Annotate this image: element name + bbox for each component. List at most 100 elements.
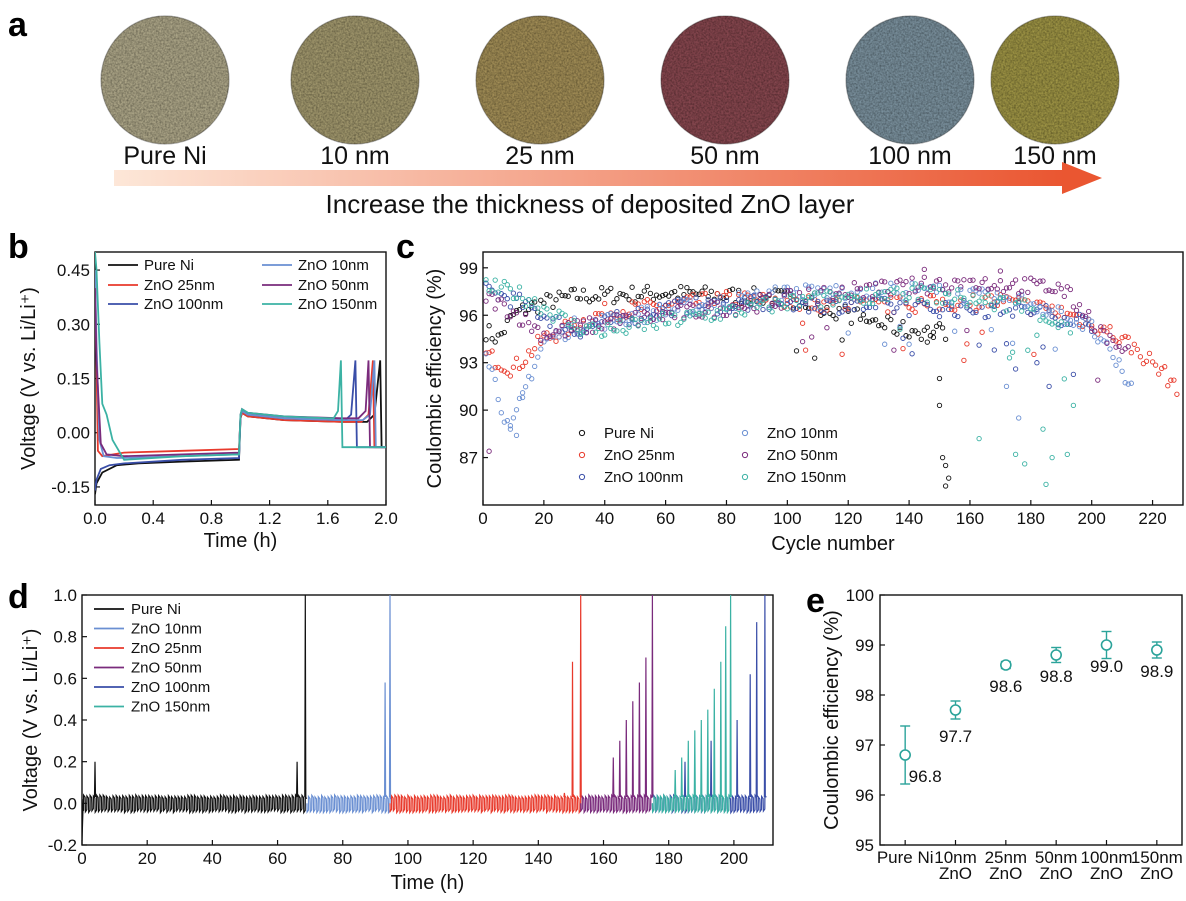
data-point (522, 359, 529, 365)
data-point (821, 309, 827, 316)
data-point (1028, 306, 1034, 312)
data-point (553, 338, 559, 344)
legend-label: ZnO 10nm (131, 621, 202, 638)
data-point (824, 325, 830, 331)
data-point (495, 332, 501, 338)
data-point (1125, 334, 1131, 340)
data-point (964, 300, 970, 307)
data-point (501, 301, 507, 307)
y-tick-label: 96 (459, 306, 478, 325)
data-point (882, 295, 888, 302)
data-point (936, 313, 943, 320)
sample-label: Pure Ni (123, 142, 206, 170)
data-point (784, 297, 790, 304)
data-point (675, 304, 681, 310)
y-tick-label: 100 (846, 586, 874, 605)
data-point (869, 317, 876, 323)
data-point (961, 277, 967, 283)
panel-label-e: e (806, 582, 825, 620)
data-point (729, 303, 736, 309)
data-point (955, 287, 961, 293)
data-point (498, 367, 504, 373)
data-point (529, 305, 535, 311)
data-point (705, 293, 711, 300)
data-point (492, 376, 498, 383)
data-point (739, 300, 745, 307)
data-point (827, 289, 833, 295)
data-point (879, 289, 885, 295)
data-point (675, 322, 681, 328)
data-point (1143, 358, 1150, 364)
data-point (547, 293, 553, 299)
data-point (550, 334, 556, 340)
series-line-zno-150nm (651, 595, 732, 815)
data-point (559, 322, 565, 329)
data-point (772, 287, 778, 293)
data-point (781, 293, 787, 299)
data-point (976, 298, 982, 304)
data-point (1046, 309, 1052, 315)
data-point (839, 351, 845, 357)
data-point (973, 309, 979, 316)
sample-label: 100 nm (868, 142, 951, 170)
data-point (754, 309, 760, 315)
data-point (955, 302, 961, 309)
data-point (860, 300, 867, 306)
data-point (699, 301, 705, 308)
data-point (1025, 298, 1031, 304)
data-point (772, 284, 778, 290)
y-tick-label: 97 (855, 736, 874, 755)
data-point (538, 311, 544, 317)
data-point (571, 286, 577, 292)
data-point (519, 295, 526, 302)
data-point (516, 284, 523, 290)
data-point (684, 284, 690, 291)
data-point (924, 339, 930, 345)
data-point (1116, 339, 1122, 346)
data-point (568, 316, 574, 323)
data-point (535, 314, 541, 320)
data-point (891, 347, 897, 353)
data-point (483, 277, 489, 283)
data-point (562, 333, 568, 339)
data-point (596, 325, 602, 332)
panel-a: Pure Ni 10 nm 25 nm 50 nm 100 nm 150 nm (100, 15, 1120, 170)
data-point (1067, 286, 1074, 293)
data-point (1040, 278, 1046, 284)
data-point (638, 304, 644, 310)
data-point (489, 348, 495, 354)
data-point (778, 288, 784, 294)
data-point (656, 294, 663, 300)
data-point (915, 330, 921, 337)
data-point (909, 351, 915, 357)
data-point (845, 330, 851, 336)
data-point (939, 300, 946, 306)
data-point (879, 278, 885, 284)
data-point (532, 363, 538, 370)
data-point (562, 312, 568, 318)
x-category-label: ZnO (939, 864, 972, 883)
data-point (860, 312, 867, 318)
data-point (906, 295, 912, 301)
data-point (955, 313, 961, 320)
sample-disc (290, 15, 420, 145)
data-point (589, 321, 596, 327)
data-point (897, 326, 903, 332)
x-axis-label: Time (h) (391, 872, 465, 894)
thickness-arrow-label: Increase the thickness of deposited ZnO … (326, 189, 855, 219)
data-point (519, 302, 526, 308)
x-axis-label: Time (h) (204, 530, 278, 552)
data-point (736, 306, 742, 312)
data-point (1061, 293, 1067, 300)
data-point (1022, 461, 1028, 467)
data-point (1079, 323, 1086, 330)
data-point (513, 407, 520, 413)
data-point (918, 297, 924, 304)
data-point (1046, 307, 1052, 313)
data-point (976, 304, 982, 310)
data-point (979, 286, 985, 292)
data-point (760, 294, 766, 301)
data-point (939, 307, 946, 313)
data-point (921, 266, 927, 273)
